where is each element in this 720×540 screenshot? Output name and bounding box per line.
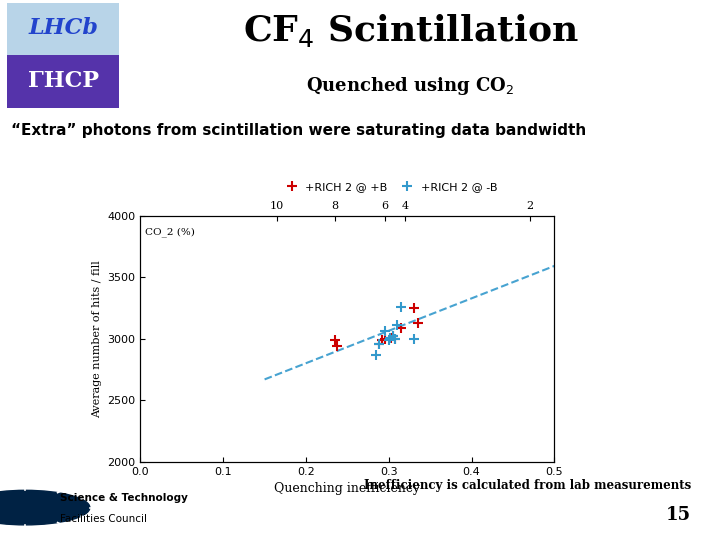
Legend: +RICH 2 @ +B, +RICH 2 @ -B: +RICH 2 @ +B, +RICH 2 @ -B — [276, 177, 502, 196]
Text: Science & Technology: Science & Technology — [60, 493, 187, 503]
Text: Quenched using CO$_2$: Quenched using CO$_2$ — [306, 76, 515, 97]
Text: CO_2 (%): CO_2 (%) — [145, 227, 194, 237]
Text: LHCb: LHCb — [28, 17, 98, 39]
Text: Inefficiency is calculated from lab measurements: Inefficiency is calculated from lab meas… — [364, 480, 691, 492]
Text: 15: 15 — [666, 506, 691, 524]
Text: ΓHCΡ: ΓHCΡ — [27, 70, 99, 92]
Text: “Extra” photons from scintillation were saturating data bandwidth: “Extra” photons from scintillation were … — [11, 123, 586, 138]
Circle shape — [0, 490, 90, 525]
X-axis label: Quenching inefficiency: Quenching inefficiency — [274, 482, 420, 495]
Y-axis label: Average number of hits / fill: Average number of hits / fill — [92, 260, 102, 418]
Text: CF$_4$ Scintillation: CF$_4$ Scintillation — [243, 12, 578, 50]
Text: Facilities Council: Facilities Council — [60, 515, 147, 524]
